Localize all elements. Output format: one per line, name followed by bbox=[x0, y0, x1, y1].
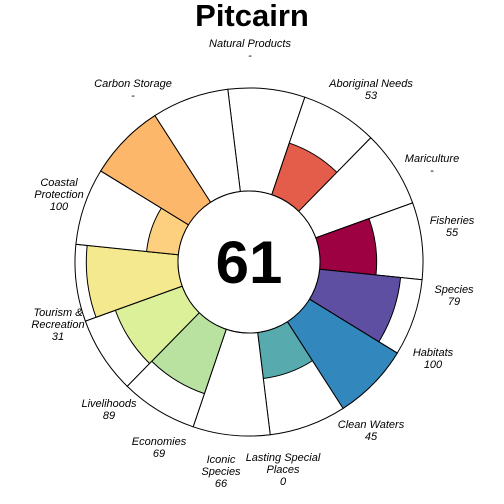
goal-label-economies: Economies 69 bbox=[132, 436, 187, 460]
goal-label-species: Species 79 bbox=[434, 284, 474, 308]
goal-label-natural-products: Natural Products - bbox=[209, 38, 291, 62]
labels-layer: Natural Products - Aboriginal Needs 53 Maric… bbox=[31, 38, 474, 490]
chart-title: Pitcairn bbox=[195, 0, 309, 33]
goal-label-carbon-storage: Carbon Storage - bbox=[94, 78, 172, 102]
goal-label-lasting-special-places: Lasting Special Places 0 bbox=[246, 452, 321, 488]
center-circle bbox=[177, 190, 321, 334]
goal-label-iconic-species: Iconic Species 66 bbox=[201, 454, 241, 490]
goal-label-fisheries: Fisheries 55 bbox=[430, 215, 475, 239]
overall-score: 61 bbox=[216, 229, 283, 296]
goal-label-coastal-protection: Coastal Protection 100 bbox=[34, 177, 84, 213]
goal-label-aboriginal-needs: Aboriginal Needs 53 bbox=[328, 78, 413, 102]
goal-label-mariculture: Mariculture - bbox=[405, 153, 459, 177]
goal-label-tourism-recreation: Tourism & Recreation 31 bbox=[31, 307, 84, 343]
goal-label-habitats: Habitats 100 bbox=[413, 347, 454, 371]
goal-label-livelihoods: Livelihoods 89 bbox=[81, 398, 137, 422]
goal-label-clean-waters: Clean Waters 45 bbox=[338, 419, 405, 443]
